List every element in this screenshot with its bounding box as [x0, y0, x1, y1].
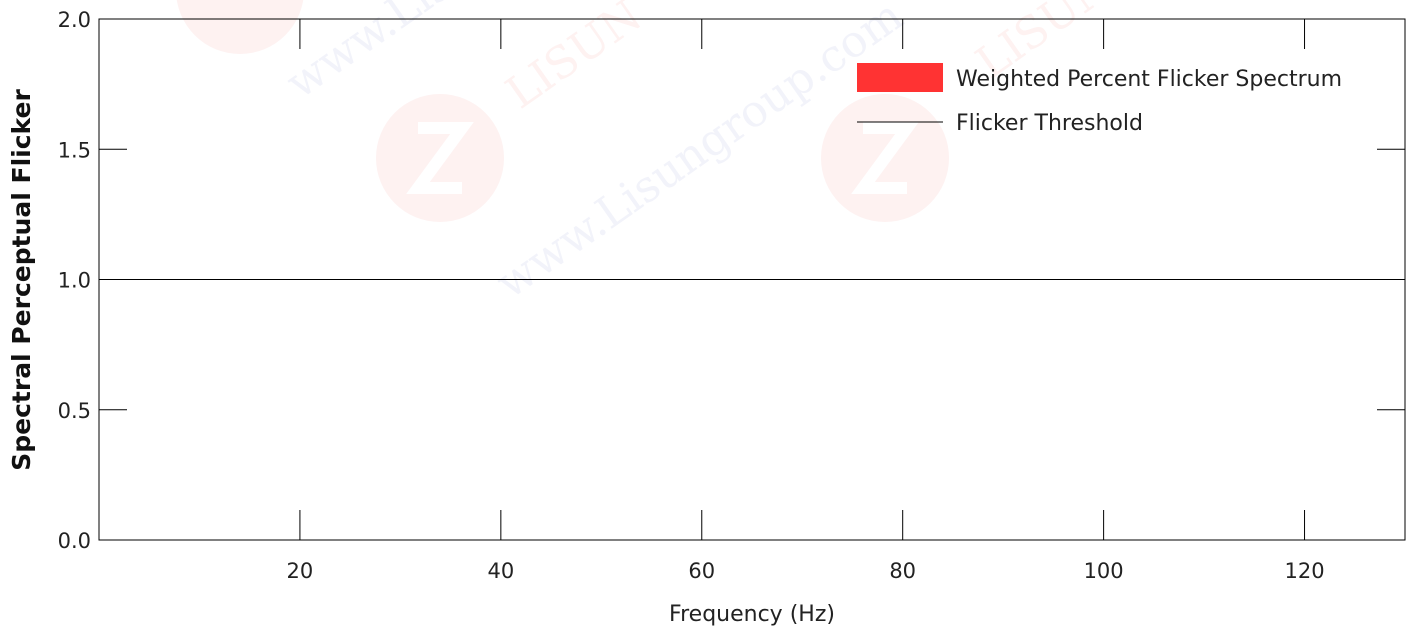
x-tick-label: 60 — [688, 559, 715, 583]
watermark-logo — [376, 94, 504, 222]
legend-label-flicker-threshold: Flicker Threshold — [956, 111, 1143, 136]
watermark-logo — [176, 0, 304, 54]
x-tick-label: 120 — [1284, 559, 1324, 583]
x-tick-label: 20 — [287, 559, 314, 583]
y-axis-title: Spectral Perceptual Flicker — [7, 89, 36, 471]
y-axis-ticks: 0.0 0.5 1.0 1.5 2.0 — [58, 8, 1405, 553]
x-axis-title: Frequency (Hz) — [669, 602, 835, 627]
y-tick-label: 1.5 — [58, 138, 91, 162]
x-tick-label: 40 — [487, 559, 514, 583]
watermark-logo — [821, 94, 949, 222]
x-tick-label: 80 — [889, 559, 916, 583]
y-tick-label: 2.0 — [58, 8, 91, 32]
y-tick-label: 0.5 — [58, 399, 91, 423]
y-tick-label: 1.0 — [58, 269, 91, 293]
legend: Weighted Percent Flicker Spectrum Flicke… — [857, 63, 1342, 136]
legend-swatch-weighted-percent-flicker — [857, 63, 943, 92]
watermark: LISUN LISUN www.Lisungroup.com www.Lisun… — [176, 0, 1121, 309]
x-axis-ticks: 20 40 60 80 100 120 — [287, 19, 1325, 583]
watermark-brand: LISUN — [497, 0, 651, 119]
legend-label-weighted-percent-flicker: Weighted Percent Flicker Spectrum — [956, 67, 1342, 92]
x-tick-label: 100 — [1084, 559, 1124, 583]
y-tick-label: 0.0 — [58, 529, 91, 553]
